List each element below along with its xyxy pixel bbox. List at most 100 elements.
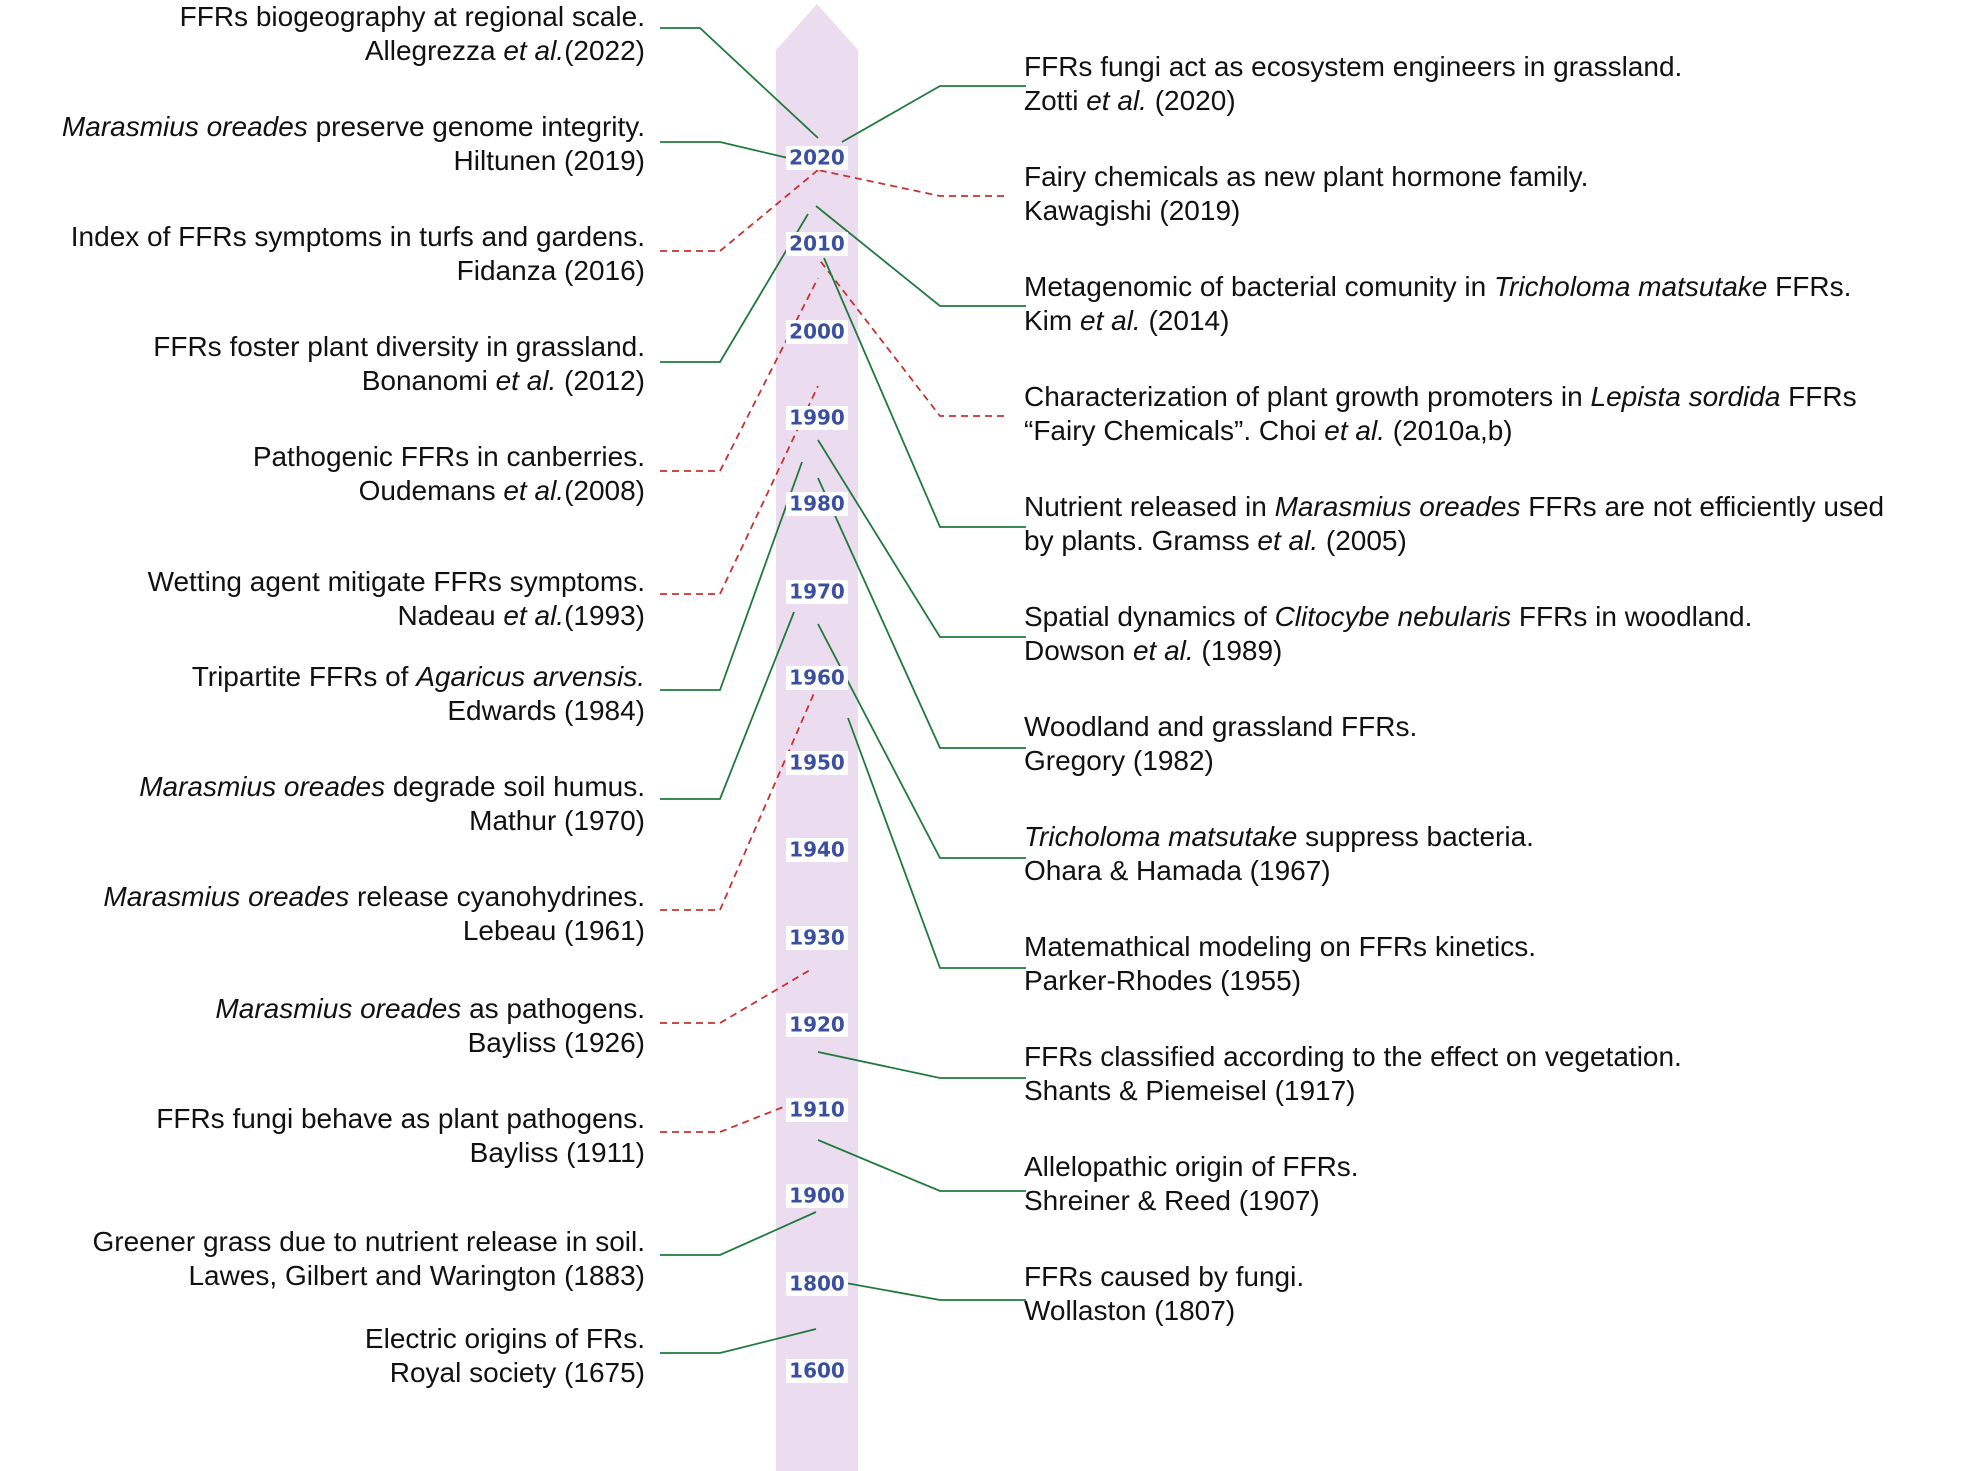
right-connector-solid bbox=[817, 439, 1026, 638]
text-segment: Zotti bbox=[1024, 85, 1087, 116]
text-segment: Nadeau bbox=[397, 600, 504, 631]
text-segment: Hiltunen (2019) bbox=[453, 145, 645, 176]
right-event-label: FFRs caused by fungi. Wollaston (1807) bbox=[1024, 1260, 1304, 1328]
text-segment: Ohara & Hamada (1967) bbox=[1024, 855, 1331, 886]
left-event-label: FFRs fungi behave as plant pathogens. Bay… bbox=[156, 1102, 645, 1170]
text-segment: by plants. Gramss bbox=[1024, 525, 1258, 556]
right-event-label: Characterization of plant growth promote… bbox=[1024, 380, 1857, 448]
text-segment: (1989) bbox=[1193, 635, 1283, 666]
year-label: 1920 bbox=[789, 1013, 845, 1037]
right-event-label: Metagenomic of bacterial comunity in Tri… bbox=[1024, 270, 1851, 338]
year-marker: 2020 bbox=[786, 146, 848, 170]
year-marker-background bbox=[786, 406, 848, 430]
left-connector-solid bbox=[660, 611, 795, 800]
left-connector-dashed bbox=[660, 385, 819, 595]
text-segment: Shreiner & Reed (1907) bbox=[1024, 1185, 1320, 1216]
text-segment: Characterization of plant growth promote… bbox=[1024, 381, 1591, 412]
text-segment: Electric origins of FRs. bbox=[364, 1323, 645, 1354]
italic-text: et al. bbox=[1080, 305, 1141, 336]
text-segment: Wetting agent mitigate FFRs symptoms. bbox=[147, 566, 645, 597]
italic-text: Tricholoma matsutake bbox=[1494, 271, 1768, 302]
label-line: FFRs fungi behave as plant pathogens. bbox=[156, 1102, 645, 1136]
left-event-label: Marasmius oreades degrade soil humus. Mat… bbox=[139, 770, 645, 838]
label-line: Shants & Piemeisel (1917) bbox=[1024, 1074, 1682, 1108]
year-marker: 2010 bbox=[786, 232, 848, 256]
year-label: 1950 bbox=[789, 751, 845, 775]
year-marker: 1970 bbox=[786, 580, 848, 604]
text-segment: Bayliss (1911) bbox=[469, 1137, 645, 1168]
label-line: Lawes, Gilbert and Warington (1883) bbox=[92, 1259, 645, 1293]
right-event-label: Spatial dynamics of Clitocybe nebularis … bbox=[1024, 600, 1752, 668]
label-line: Electric origins of FRs. bbox=[365, 1322, 645, 1356]
year-label: 1800 bbox=[789, 1272, 845, 1296]
right-event-label: Matemathical modeling on FFRs kinetics. P… bbox=[1024, 930, 1536, 998]
label-line: Kim et al. (2014) bbox=[1024, 304, 1851, 338]
left-connector-dashed bbox=[660, 683, 819, 911]
left-connector-dashed bbox=[660, 277, 819, 472]
year-marker-background bbox=[786, 838, 848, 862]
text-segment: degrade soil humus. bbox=[385, 771, 645, 802]
text-segment: Pathogenic FFRs in canberries. bbox=[252, 441, 645, 472]
text-segment: Royal society (1675) bbox=[389, 1357, 645, 1388]
italic-text: et al. bbox=[1086, 85, 1147, 116]
label-line: FFRs classified according to the effect … bbox=[1024, 1040, 1682, 1074]
label-line: Marasmius oreades as pathogens. bbox=[215, 992, 645, 1026]
text-segment: FFRs biogeography at regional scale. bbox=[179, 1, 645, 32]
text-segment: Mathur (1970) bbox=[469, 805, 645, 836]
left-connector-solid bbox=[660, 141, 789, 159]
label-line: Lebeau (1961) bbox=[103, 914, 645, 948]
italic-text: Clitocybe nebularis bbox=[1274, 601, 1512, 632]
left-event-label: Index of FFRs symptoms in turfs and gard… bbox=[71, 220, 645, 288]
label-line: Nutrient released in Marasmius oreades F… bbox=[1024, 490, 1884, 524]
left-connector-dashed bbox=[660, 1097, 807, 1133]
right-event-label: FFRs classified according to the effect … bbox=[1024, 1040, 1682, 1108]
year-marker: 1900 bbox=[786, 1184, 848, 1208]
left-connector-solid bbox=[660, 1211, 817, 1256]
text-segment: Allelopathic origin of FFRs. bbox=[1024, 1151, 1359, 1182]
left-connector-dashed bbox=[660, 969, 811, 1024]
italic-text: Marasmius oreades bbox=[103, 881, 350, 912]
label-line: Kawagishi (2019) bbox=[1024, 194, 1588, 228]
italic-text: et al. bbox=[1324, 415, 1385, 446]
label-line: Marasmius oreades release cyanohydrines. bbox=[103, 880, 645, 914]
label-line: Shreiner & Reed (1907) bbox=[1024, 1184, 1359, 1218]
year-marker-background bbox=[786, 146, 848, 170]
label-line: Marasmius oreades preserve genome integr… bbox=[62, 110, 645, 144]
left-connector-solid bbox=[660, 213, 809, 363]
italic-text: et al. bbox=[503, 600, 565, 631]
label-line: Ohara & Hamada (1967) bbox=[1024, 854, 1534, 888]
left-event-label: FFRs foster plant diversity in grassland… bbox=[153, 330, 645, 398]
year-marker: 1800 bbox=[786, 1272, 848, 1296]
text-segment: Index of FFRs symptoms in turfs and gard… bbox=[70, 221, 645, 252]
label-line: Spatial dynamics of Clitocybe nebularis … bbox=[1024, 600, 1752, 634]
text-segment: (2022) bbox=[564, 35, 645, 66]
year-marker: 1910 bbox=[786, 1098, 848, 1122]
text-segment: preserve genome integrity. bbox=[307, 111, 645, 142]
left-connector-solid bbox=[660, 461, 803, 691]
text-segment: Lebeau (1961) bbox=[462, 915, 645, 946]
text-segment: Kim bbox=[1024, 305, 1080, 336]
label-line: Royal society (1675) bbox=[365, 1356, 645, 1390]
text-segment: Tripartite FFRs of bbox=[191, 661, 417, 692]
text-segment: (2012) bbox=[556, 365, 645, 396]
label-line: Characterization of plant growth promote… bbox=[1024, 380, 1857, 414]
label-line: FFRs caused by fungi. bbox=[1024, 1260, 1304, 1294]
year-marker-background bbox=[786, 751, 848, 775]
italic-text: Marasmius oreades bbox=[215, 993, 462, 1024]
text-segment: release cyanohydrines. bbox=[349, 881, 645, 912]
text-segment: (2020) bbox=[1146, 85, 1236, 116]
text-segment: Matemathical modeling on FFRs kinetics. bbox=[1024, 931, 1536, 962]
text-segment: Nutrient released in bbox=[1024, 491, 1275, 522]
label-line: Bayliss (1911) bbox=[156, 1136, 645, 1170]
text-segment: (2014) bbox=[1140, 305, 1230, 336]
year-marker: 1930 bbox=[786, 926, 848, 950]
label-line: Hiltunen (2019) bbox=[62, 144, 645, 178]
text-segment: Fairy chemicals as new plant hormone fam… bbox=[1024, 161, 1589, 192]
left-event-label: Tripartite FFRs of Agaricus arvensis. Edw… bbox=[192, 660, 645, 728]
year-marker: 1940 bbox=[786, 838, 848, 862]
label-line: by plants. Gramss et al. (2005) bbox=[1024, 524, 1884, 558]
right-connector-solid bbox=[817, 1051, 1026, 1079]
year-label: 1960 bbox=[789, 666, 845, 690]
year-marker-background bbox=[786, 1098, 848, 1122]
text-segment: FFRs fungi act as ecosystem engineers in… bbox=[1024, 51, 1683, 82]
